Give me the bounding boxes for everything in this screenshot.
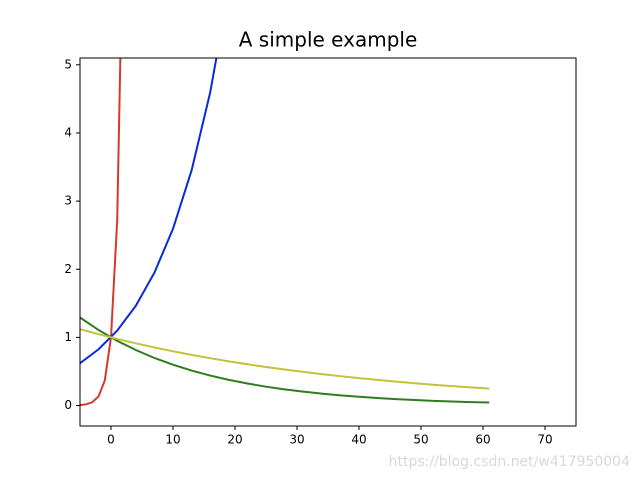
x-tick-label: 10 [165, 433, 180, 447]
x-tick-label: 20 [227, 433, 242, 447]
y-tick-label: 0 [64, 398, 72, 412]
x-tick-label: 30 [289, 433, 304, 447]
line [80, 58, 122, 407]
chart-title: A simple example [239, 28, 418, 52]
y-tick-label: 3 [64, 194, 72, 208]
y-tick-label: 1 [64, 330, 72, 344]
x-tick-label: 50 [413, 433, 428, 447]
x-tick-label: 60 [475, 433, 490, 447]
line [80, 316, 490, 404]
x-tick-label: 70 [537, 433, 552, 447]
line [80, 58, 218, 365]
y-tick-label: 2 [64, 262, 72, 276]
watermark: https://blog.csdn.net/w417950004 [389, 454, 630, 470]
y-tick-label: 4 [64, 125, 72, 139]
y-tick-label: 5 [64, 57, 72, 71]
x-tick-label: 0 [107, 433, 115, 447]
x-tick-label: 40 [351, 433, 366, 447]
line [80, 328, 490, 390]
axes-frame [79, 57, 577, 427]
plot-area [80, 58, 490, 407]
